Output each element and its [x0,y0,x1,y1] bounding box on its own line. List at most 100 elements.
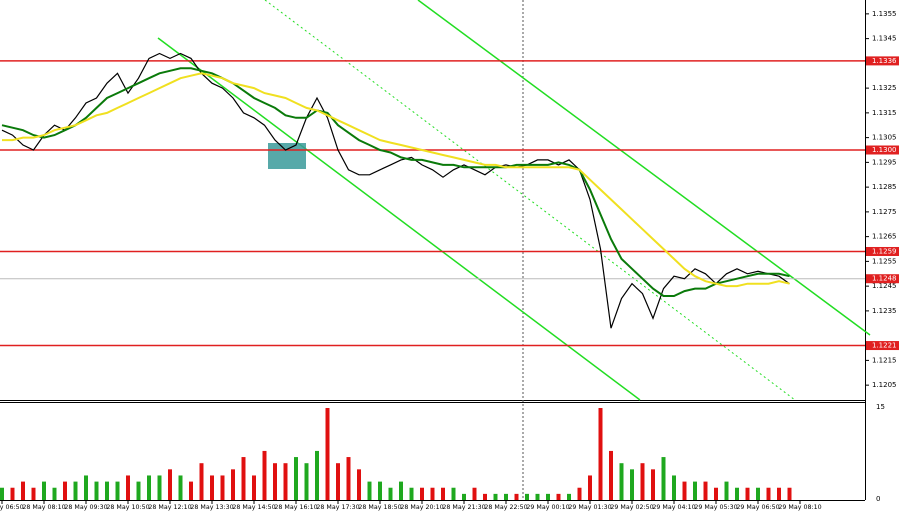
y-tick-label: 1.1245 [872,282,897,290]
volume-bar [525,493,529,500]
volume-bar [787,487,792,500]
y-tick-label: 1.1215 [872,356,897,364]
volume-bar [672,475,676,500]
volume-bar [315,450,319,500]
x-tick-label: 28 May 14:50 [232,504,275,511]
y-tick-label: 1.1325 [872,84,897,92]
x-tick-label: 29 May 08:10 [778,504,821,511]
volume-bar [126,475,130,500]
x-tick-label: 28 May 12:10 [148,504,191,511]
x-tick-label: 29 May 01:30 [568,504,611,511]
current-price-box [866,274,899,284]
level-label-box [866,246,899,256]
level-label-box [866,341,899,351]
volume-bar [73,481,78,500]
level-label: 1.1336 [872,57,897,65]
x-tick-label: 28 May 10:50 [106,504,149,511]
volume-bar [399,481,403,500]
x-tick-label: 28 May 17:30 [316,504,359,511]
y-tick-label: 1.1275 [872,208,897,216]
volume-bar [336,463,340,500]
volume-bar [241,457,246,500]
volume-bar [430,487,435,500]
y-tick-label: 1.1205 [872,381,897,389]
volume-bar [724,481,729,500]
volume-bar [42,481,46,500]
volume-bar [409,487,414,500]
volume-bar [462,493,466,500]
volume-bar [262,450,267,500]
volume-bar [21,481,25,500]
volume-bar [640,463,645,500]
volume-bar [441,487,445,500]
x-tick-label: 28 May 16:10 [274,504,317,511]
volume-bar [493,493,498,500]
volume-bar [567,493,571,500]
volume-bar [52,487,57,500]
entry-zone [268,143,306,169]
volume-bar [0,487,4,500]
volume-bar [94,481,99,500]
x-tick-label: 28 May 18:50 [358,504,401,511]
x-tick-label: 29 May 00:10 [526,504,569,511]
volume-bar [630,469,634,500]
volume-bar [472,487,477,500]
volume-bar [745,487,750,500]
volume-bar [115,481,120,500]
volume-bar [294,457,298,500]
volume-bar [588,475,592,500]
x-tick-label: 29 May 04:10 [652,504,695,511]
volume-bar [651,469,655,500]
volume-bar [10,487,15,500]
volume-bar [283,463,288,500]
channel-line [157,37,641,401]
volume-bar [136,481,141,500]
volume-bar [504,493,508,500]
y-tick-label: 1.1285 [872,183,897,191]
level-label-box [866,56,899,66]
volume-bar [777,487,781,500]
volume-bar [619,463,624,500]
volume-bar [577,487,582,500]
volume-bar [346,457,351,500]
volume-bar [31,487,36,500]
level-label: 1.1259 [872,247,897,255]
volume-bar [451,487,456,500]
y-tick-label: 15 [876,403,885,411]
volume-bar [178,475,183,500]
volume-bar [378,481,382,500]
volume-bar [84,475,88,500]
volume-bar [231,469,235,500]
y-tick-label: 1.1255 [872,257,897,265]
x-tick-label: 28 May 09:30 [64,504,107,511]
volume-bar [756,487,760,500]
series-line [2,72,790,288]
volume-bar [63,481,67,500]
volume-bar [105,481,109,500]
x-tick-label: 28 May 20:10 [400,504,443,511]
x-tick-label: 29 May 06:50 [736,504,779,511]
y-tick-label: 1.1235 [872,307,897,315]
volume-bar [168,469,172,500]
x-tick-label: 29 May 05:30 [694,504,737,511]
volume-bar [252,475,256,500]
volume-bar [420,487,424,500]
x-tick-label: 28 May 13:30 [190,504,233,511]
level-label: 1.1221 [872,342,897,350]
volume-bar [325,408,330,500]
volume-bar [693,481,697,500]
volume-bar [357,469,361,500]
x-tick-label: 28 May 06:50 [0,504,24,511]
volume-bar [388,487,393,500]
volume-bar [189,481,193,500]
volume-bar [661,457,666,500]
level-label: 1.1300 [872,146,897,154]
volume-bar [210,475,214,500]
y-tick-label: 1.1315 [872,109,897,117]
plot-layer: 1.1355 1.1345 1.1325 1.1315 1.1305 1.1295 1.12… [0,10,899,511]
series-line [1,67,790,297]
volume-bar [766,487,771,500]
level-label-box [866,145,899,155]
